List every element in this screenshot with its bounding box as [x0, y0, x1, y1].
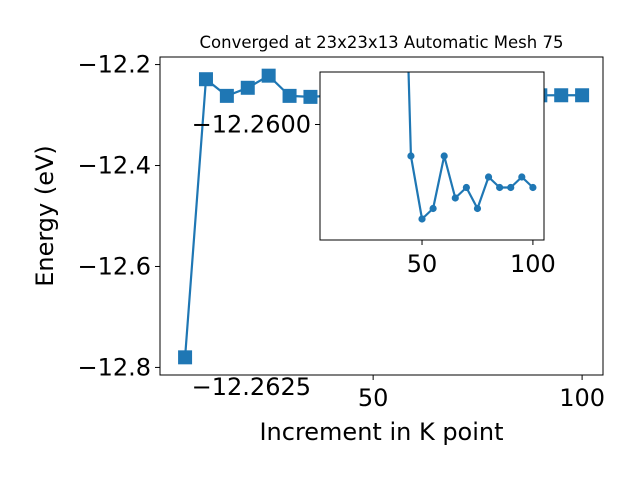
inset-x-ticks: 50 100: [407, 240, 556, 278]
data-point: [418, 215, 426, 223]
inset-background: [320, 72, 544, 240]
data-point: [451, 194, 459, 202]
data-point: [554, 88, 569, 103]
data-point: [529, 183, 537, 192]
inset-y-ticks: −12.2625 −12.2600: [192, 111, 320, 401]
data-point: [518, 173, 526, 181]
data-point: [429, 204, 437, 213]
y-tick-label: −12.2: [77, 51, 151, 79]
data-point: [178, 350, 193, 365]
data-point: [282, 88, 297, 103]
data-point: [462, 183, 470, 192]
y-tick-label: −12.2625: [192, 373, 311, 401]
inset-chart: 50 100 −12.2625 −12.2600: [192, 71, 556, 401]
data-point: [440, 152, 448, 160]
y-tick-label: −12.6: [77, 252, 151, 280]
y-tick-label: −12.8: [77, 353, 151, 381]
data-point: [575, 88, 590, 103]
data-point: [240, 80, 255, 95]
main-x-ticks: 50 100: [358, 375, 605, 412]
data-point: [484, 173, 493, 181]
inset-series: [407, 72, 537, 223]
y-tick-label: −12.2600: [192, 111, 311, 139]
x-tick-label: 100: [510, 250, 556, 278]
data-point: [407, 152, 415, 160]
chart-title: Converged at 23x23x13 Automatic Mesh 75: [200, 33, 564, 52]
inset-plot-frame: [319, 71, 545, 241]
data-point: [261, 68, 276, 83]
x-tick-label: 50: [358, 384, 389, 412]
data-point: [496, 183, 504, 192]
data-point: [219, 88, 234, 103]
main-plot-frame: [159, 56, 604, 376]
main-y-ticks: −12.2 −12.4 −12.6 −12.8: [77, 51, 160, 381]
main-chart: 50 100 −12.2 −12.4 −12.6 −12.8 Converged at …: [31, 33, 605, 446]
y-axis-title: Energy (eV): [31, 145, 59, 287]
x-axis-title: Increment in K point: [259, 418, 503, 446]
data-point: [473, 204, 482, 213]
x-tick-label: 50: [407, 250, 438, 278]
y-tick-label: −12.4: [77, 152, 151, 180]
data-point: [198, 72, 213, 87]
data-point: [507, 183, 515, 192]
x-tick-label: 100: [559, 384, 605, 412]
data-point: [303, 89, 318, 104]
